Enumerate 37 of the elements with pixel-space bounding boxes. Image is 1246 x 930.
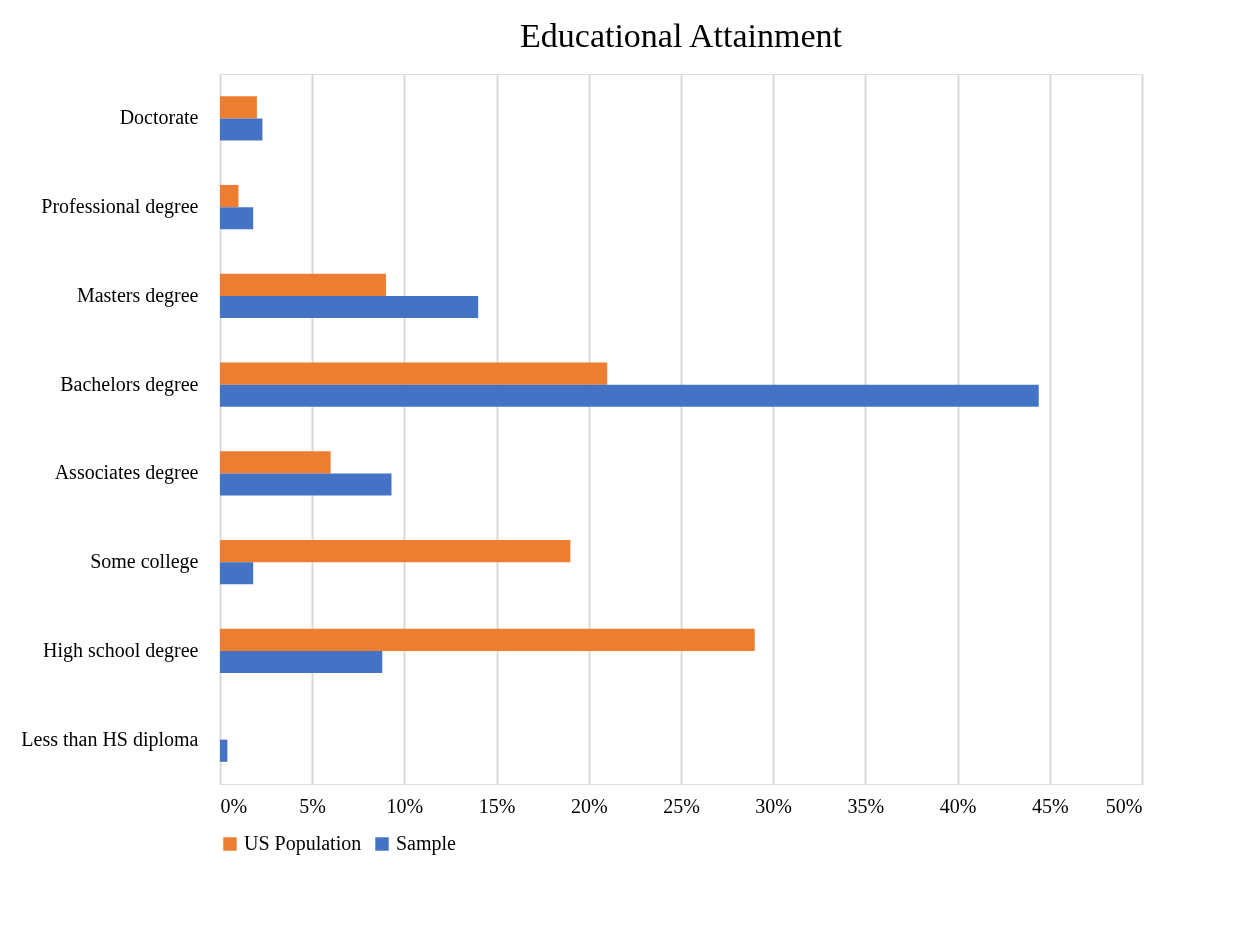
y-tick-label: High school degree (42, 638, 199, 662)
y-tick-label: Professional degree (41, 195, 199, 219)
y-tick-label: Some college (90, 550, 199, 574)
bar (220, 650, 383, 674)
bar (220, 96, 257, 119)
bar (220, 184, 239, 208)
x-tick-label: 0% (220, 794, 248, 817)
chart-title: Educational Attainment (520, 17, 843, 54)
bar (220, 118, 263, 141)
bar (220, 539, 571, 563)
y-tick-label: Bachelors degree (60, 372, 199, 396)
y-tick-label: Associates degree (54, 461, 199, 485)
x-tick-label: 5% (299, 794, 327, 817)
bar (220, 295, 479, 319)
bar (220, 562, 254, 585)
bar (220, 207, 254, 230)
y-tick-label: Less than HS diploma (21, 727, 199, 751)
x-tick-label: 50% (1105, 794, 1143, 817)
bar (220, 739, 228, 762)
y-tick-label: Doctorate (119, 106, 199, 129)
legend-label: Sample (396, 832, 457, 855)
bar (220, 273, 386, 296)
x-tick-label: 30% (755, 794, 793, 817)
bar (220, 384, 1039, 407)
bar (220, 362, 608, 385)
bar (220, 451, 331, 474)
x-tick-label: 20% (570, 794, 608, 817)
x-tick-label: 35% (847, 794, 885, 817)
x-tick-label: 45% (1031, 794, 1069, 817)
x-tick-label: 40% (939, 794, 977, 817)
x-tick-label: 15% (478, 794, 516, 817)
bar (220, 628, 755, 651)
legend-label: US Population (244, 832, 362, 855)
x-tick-label: 25% (663, 794, 700, 817)
x-tick-label: 10% (386, 794, 424, 817)
y-tick-label: Masters degree (76, 283, 199, 307)
bar (220, 473, 392, 496)
